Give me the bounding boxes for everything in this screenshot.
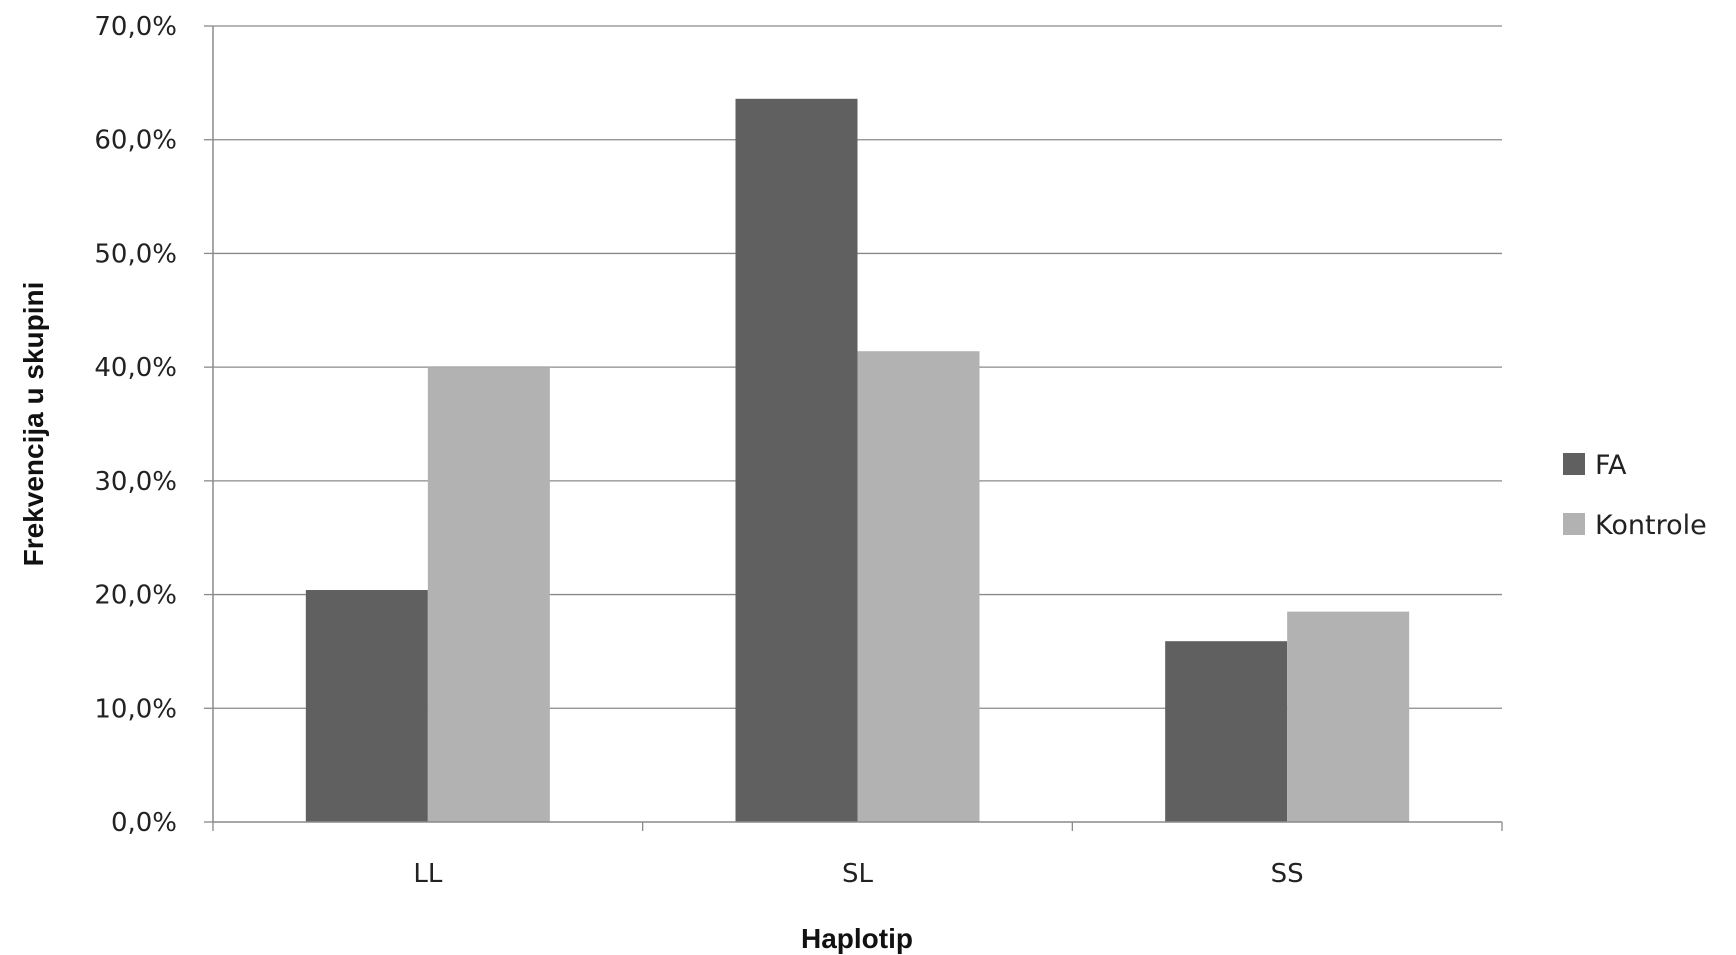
y-tick-label: 30,0% bbox=[94, 467, 177, 497]
y-tick-label: 50,0% bbox=[94, 239, 177, 269]
y-tick-label: 40,0% bbox=[94, 353, 177, 383]
bar-kontrole-ss bbox=[1287, 611, 1410, 822]
legend-swatch-kontrole bbox=[1563, 513, 1585, 535]
x-axis-title: Haplotip bbox=[801, 923, 913, 954]
y-axis-title: Frekvencija u skupini bbox=[18, 282, 49, 567]
x-tick-label: SL bbox=[842, 859, 874, 889]
bar-kontrole-ll bbox=[427, 367, 550, 822]
bar-fa-ll bbox=[305, 590, 428, 822]
bars bbox=[305, 98, 1410, 822]
x-tick-label: LL bbox=[413, 859, 442, 889]
y-tick-label: 60,0% bbox=[94, 126, 177, 156]
legend-label-kontrole: Kontrole bbox=[1595, 510, 1707, 541]
x-tick-labels: LL SL SS bbox=[413, 859, 1303, 889]
legend: FA Kontrole bbox=[1563, 450, 1707, 541]
legend-label-fa: FA bbox=[1595, 450, 1627, 481]
x-tick-label: SS bbox=[1271, 859, 1304, 889]
y-tick-labels: 0,0% 10,0% 20,0% 30,0% 40,0% 50,0% 60,0% 70,0% bbox=[94, 12, 177, 838]
bar-fa-sl bbox=[735, 98, 858, 822]
axes bbox=[204, 25, 1503, 831]
y-tick-label: 70,0% bbox=[94, 12, 177, 42]
y-tick-label: 0,0% bbox=[111, 808, 177, 838]
legend-swatch-fa bbox=[1563, 453, 1585, 475]
bar-fa-ss bbox=[1165, 641, 1288, 822]
y-tick-label: 10,0% bbox=[94, 694, 177, 724]
y-tick-label: 20,0% bbox=[94, 581, 177, 611]
bar-kontrole-sl bbox=[857, 351, 980, 822]
